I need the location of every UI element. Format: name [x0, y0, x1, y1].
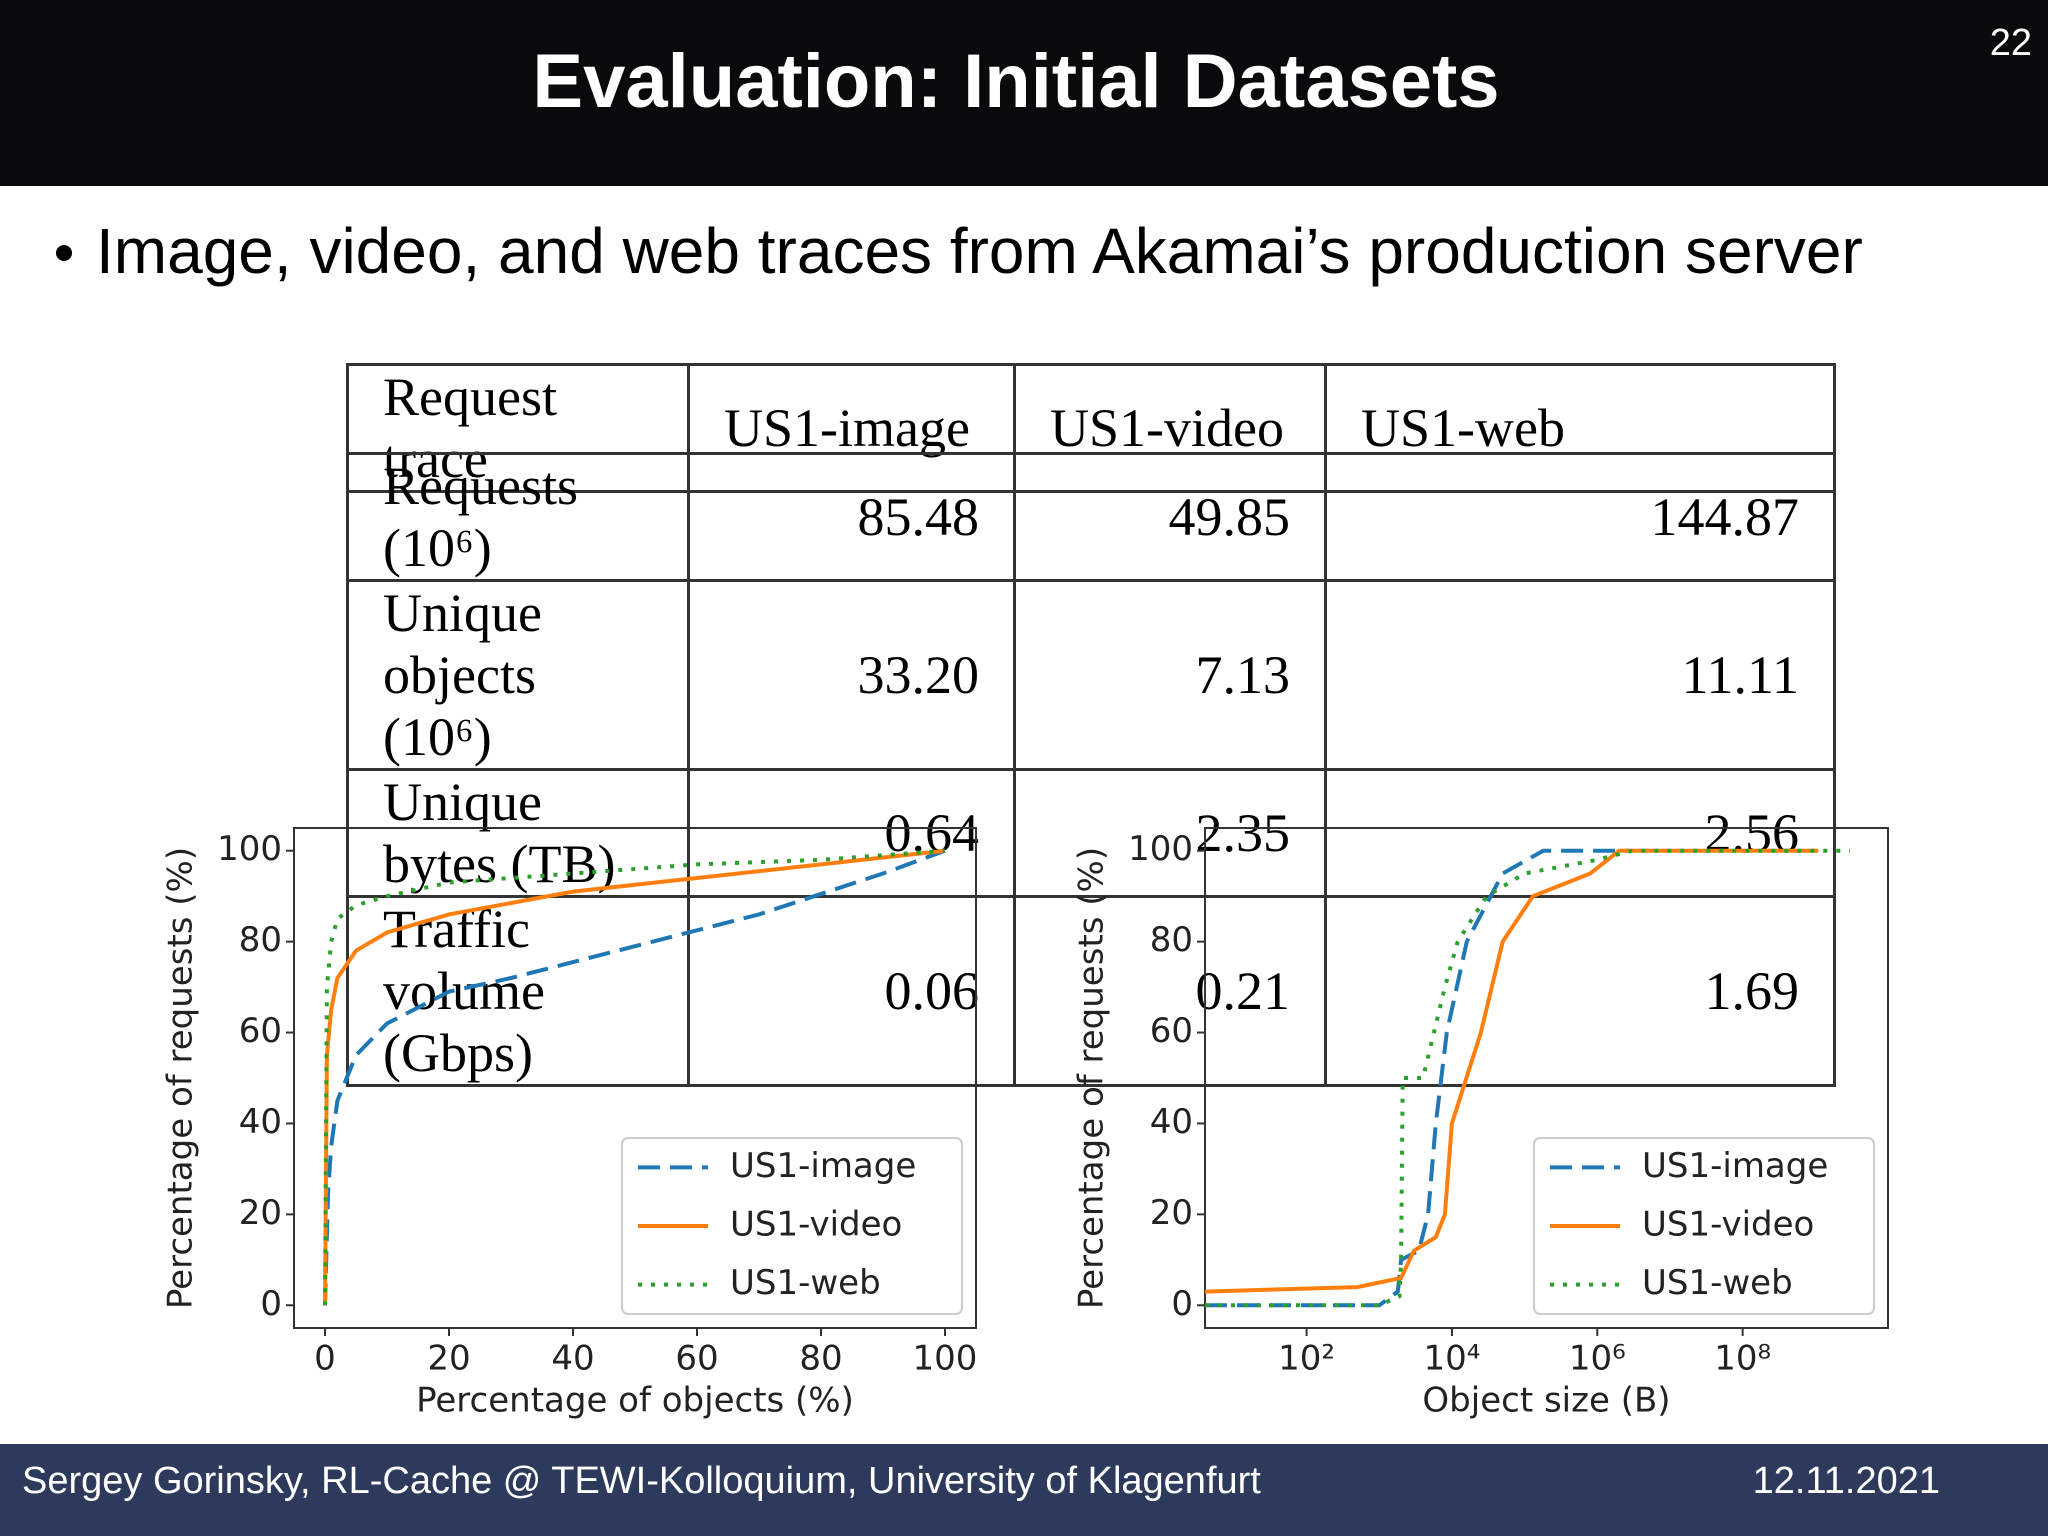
- page-number: 22: [1989, 22, 2032, 64]
- x-tick-label: 10²: [1278, 1339, 1335, 1379]
- data-line: [1204, 848, 1819, 1294]
- table-cell: Requests (10⁶): [346, 452, 690, 582]
- x-tick-label: 60: [675, 1339, 718, 1379]
- y-tick-label: 40: [239, 1102, 282, 1142]
- chart: 0 20 40 60 80 100 0 20 40 60 80 100 Percentage of ob…: [161, 827, 978, 1421]
- data-line: [323, 848, 946, 1306]
- y-tick-label: 40: [1150, 1102, 1193, 1142]
- table-cell: 33.20: [687, 579, 1016, 771]
- data-line: [323, 848, 946, 1306]
- y-tick-label: 60: [1150, 1011, 1193, 1051]
- footer-date: 12.11.2021: [1752, 1460, 1940, 1502]
- data-line: [1205, 848, 1850, 1308]
- y-axis-label: Percentage of requests (%): [1072, 847, 1112, 1309]
- y-tick-label: 60: [239, 1011, 282, 1051]
- footer-text: Sergey Gorinsky, RL-Cache @ TEWI-Kolloqu…: [22, 1460, 1261, 1502]
- header-bar: [0, 0, 2048, 186]
- table-row: Unique objects (10⁶) 33.20 7.13 11.11: [346, 579, 1836, 771]
- legend-label: US1-web: [730, 1263, 881, 1303]
- footer-bar: [0, 1444, 2048, 1536]
- y-tick-label: 0: [1171, 1284, 1193, 1324]
- y-tick-label: 0: [260, 1284, 282, 1324]
- legend-box: [621, 1137, 963, 1315]
- bullet-dot: [56, 245, 72, 261]
- plot-frame: [293, 827, 977, 1329]
- x-tick-label: 80: [799, 1339, 842, 1379]
- legend-label: US1-image: [1642, 1146, 1828, 1186]
- table-cell: 85.48: [687, 452, 1016, 582]
- x-tick-label: 0: [314, 1339, 336, 1379]
- legend-box: [1533, 1137, 1875, 1315]
- x-tick-label: 40: [551, 1339, 594, 1379]
- chart: 0 20 40 60 80 100 10² 10⁴ 10⁶ 10⁸ Object size (B) P…: [1072, 827, 1889, 1421]
- legend-label: US1-web: [1642, 1263, 1793, 1303]
- table-cell: 2.35: [1013, 768, 1327, 898]
- y-tick-label: 100: [217, 829, 282, 869]
- plot-frame: [1204, 827, 1889, 1329]
- table-cell: 144.87: [1324, 452, 1836, 582]
- y-axis-label: Percentage of requests (%): [161, 847, 201, 1309]
- x-tick-label: 100: [913, 1339, 978, 1379]
- table-cell: 11.11: [1324, 579, 1836, 771]
- table-cell: 7.13: [1013, 579, 1327, 771]
- x-tick-label: 10⁴: [1423, 1339, 1480, 1379]
- y-tick-label: 100: [1128, 829, 1193, 869]
- table-cell: 49.85: [1013, 452, 1327, 582]
- x-axis-label: Object size (B): [1422, 1381, 1670, 1421]
- bullet-text: Image, video, and web traces from Akamai…: [96, 215, 1863, 287]
- table-cell: 2.56: [1324, 768, 1836, 898]
- y-tick-label: 80: [1150, 920, 1193, 960]
- y-tick-label: 80: [239, 920, 282, 960]
- legend-label: US1-video: [1642, 1205, 1814, 1245]
- table-cell: 0.06: [687, 895, 1016, 1087]
- slide-title: Evaluation: Initial Datasets: [532, 39, 1500, 124]
- x-tick-label: 10⁸: [1714, 1339, 1771, 1379]
- legend-label: US1-image: [730, 1146, 916, 1186]
- table-row: Requests (10⁶) 85.48 49.85 144.87: [346, 452, 1836, 582]
- y-tick-label: 20: [239, 1193, 282, 1233]
- table-cell: Unique objects (10⁶): [346, 579, 690, 771]
- table-cell: 0.21: [1013, 895, 1327, 1087]
- y-tick-label: 20: [1150, 1193, 1193, 1233]
- data-line: [1205, 848, 1630, 1308]
- table-cell: 1.69: [1324, 895, 1836, 1087]
- x-tick-label: 20: [427, 1339, 470, 1379]
- legend-label: US1-video: [730, 1205, 902, 1245]
- x-axis-label: Percentage of objects (%): [416, 1381, 854, 1421]
- table-body: Requests (10⁶) 85.48 49.85 144.87 Unique obj…: [346, 452, 1836, 1087]
- data-line: [323, 848, 946, 1306]
- x-tick-label: 10⁶: [1569, 1339, 1626, 1379]
